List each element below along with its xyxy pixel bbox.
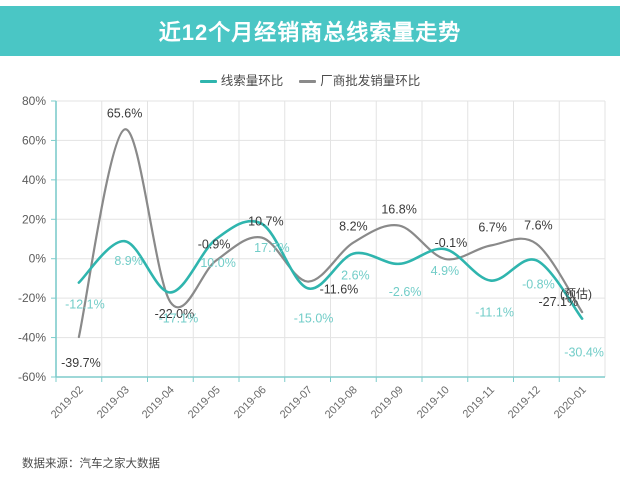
- data-label-lead: 17.7%: [254, 241, 289, 255]
- data-label-wholesale: 8.2%: [339, 220, 368, 234]
- data-source-note: 数据来源：汽车之家大数据: [22, 458, 160, 470]
- line-chart: -60% -40% -20% 0% 20% 40% 60% 80% -39.7% 65.6% -22…: [18, 94, 606, 384]
- data-label-lead: -12.1%: [65, 298, 105, 312]
- data-label-wholesale: 10.7%: [248, 215, 283, 229]
- data-label-wholesale: -0.1%: [435, 236, 468, 250]
- x-axis-tick-label: 2019-11: [460, 384, 497, 421]
- title-bar: 近12个月经销商总线索量走势: [0, 6, 620, 56]
- data-label-lead: -30.4%: [564, 346, 604, 360]
- x-axis-tick-label: 2019-06: [231, 384, 269, 422]
- data-label-lead: 4.9%: [431, 264, 460, 278]
- y-axis-tick-label: 20%: [22, 212, 46, 226]
- x-axis-tick-label: 2019-08: [323, 384, 361, 422]
- data-label-lead: -15.0%: [294, 311, 334, 325]
- legend-line-icon-lead: [199, 79, 217, 83]
- page-title: 近12个月经销商总线索量走势: [158, 20, 462, 45]
- data-label-wholesale: -39.7%: [61, 356, 101, 370]
- y-axis-tick-label: -40%: [18, 331, 46, 345]
- y-axis-tick-label: -20%: [18, 291, 46, 305]
- data-label-wholesale: 7.6%: [524, 219, 553, 233]
- y-axis-tick-label: 0%: [29, 252, 47, 266]
- legend-item-wholesale[interactable]: 厂商批发销量环比: [299, 75, 420, 88]
- x-axis-tick-label: 2019-09: [368, 384, 406, 422]
- x-axis-tick-label: 2019-02: [48, 384, 86, 422]
- forecast-annotation: (预估): [560, 287, 592, 301]
- data-label-lead: 10.0%: [200, 256, 235, 270]
- data-label-lead: -11.1%: [475, 306, 514, 320]
- data-label-lead: -0.8%: [522, 277, 555, 291]
- data-label-lead: -2.6%: [389, 285, 422, 299]
- x-axis-tick-label: 2019-10: [414, 384, 452, 422]
- data-label-wholesale: 16.8%: [381, 203, 416, 217]
- data-label-wholesale: -0.9%: [198, 238, 231, 252]
- legend-label-wholesale: 厂商批发销量环比: [320, 73, 421, 88]
- legend-item-lead[interactable]: 线索量环比: [199, 73, 284, 88]
- x-axis-tick-label: 2019-05: [185, 384, 223, 422]
- y-axis-tick-label: 80%: [22, 94, 46, 108]
- x-axis-tick-label: 2019-12: [506, 384, 544, 422]
- data-label-wholesale: 65.6%: [107, 106, 142, 120]
- data-label-lead: 8.9%: [114, 254, 143, 268]
- y-axis-tick-label: -60%: [18, 370, 46, 384]
- y-axis-tick-label: 40%: [22, 173, 46, 187]
- x-axis-labels: 2019-02 2019-03 2019-04 2019-05 2019-06 2019-…: [0, 378, 620, 448]
- chart-legend: 线索量环比 厂商批发销量环比: [0, 70, 620, 92]
- data-label-wholesale: -27.1%: [538, 295, 578, 309]
- x-axis-tick-label: 2019-04: [140, 384, 178, 422]
- data-label-lead: 2.6%: [341, 269, 370, 283]
- series-line-lead: [77, 219, 584, 320]
- legend-label-lead: 线索量环比: [220, 73, 284, 88]
- series-line-wholesale: [77, 128, 584, 339]
- data-label-wholesale: 6.7%: [478, 221, 507, 235]
- x-axis-tick-label: 2020-01: [551, 384, 589, 422]
- y-axis-tick-label: 60%: [22, 133, 46, 147]
- legend-line-icon-wholesale: [299, 79, 317, 83]
- data-label-wholesale: -22.0%: [155, 307, 195, 321]
- x-axis-tick-label: 2019-03: [94, 384, 132, 422]
- x-axis-tick-label: 2019-07: [277, 384, 315, 422]
- data-label-lead: -17.1%: [159, 311, 199, 325]
- chart-plot-area: -60% -40% -20% 0% 20% 40% 60% 80% -39.7% 65.6% -22…: [0, 92, 620, 392]
- data-label-wholesale: -11.6%: [320, 283, 359, 297]
